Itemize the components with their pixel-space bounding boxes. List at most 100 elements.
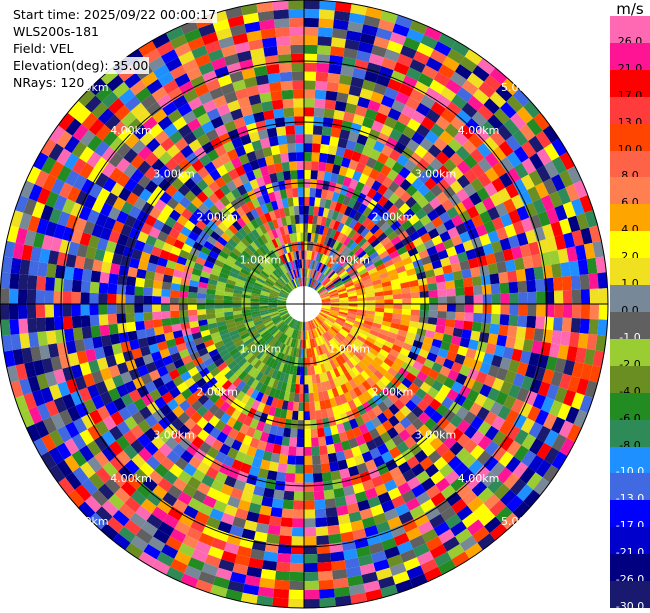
velocity-bin (65, 340, 77, 355)
velocity-bin (199, 324, 209, 332)
velocity-bin (229, 347, 239, 357)
velocity-bin (285, 234, 291, 244)
velocity-bin (259, 297, 269, 301)
velocity-bin (347, 369, 357, 379)
velocity-bin (354, 234, 364, 245)
velocity-bin (215, 27, 233, 41)
velocity-bin (80, 178, 95, 195)
velocity-bin (313, 281, 320, 290)
velocity-bin (409, 152, 423, 165)
range-ring-label: 3.00km (415, 167, 457, 180)
velocity-bin (27, 375, 41, 393)
velocity-bin (449, 441, 464, 456)
velocity-bin (182, 59, 199, 73)
velocity-bin (304, 196, 310, 206)
velocity-bin (134, 312, 144, 322)
velocity-bin (229, 571, 247, 584)
velocity-bin (473, 285, 483, 296)
velocity-bin (317, 45, 332, 55)
velocity-bin (290, 338, 295, 348)
velocity-bin (348, 418, 359, 430)
velocity-bin (276, 36, 291, 47)
velocity-bin (1, 256, 13, 274)
velocity-bin (203, 357, 214, 368)
velocity-bin (120, 393, 134, 407)
velocity-bin (266, 323, 276, 331)
velocity-bin (366, 533, 382, 546)
velocity-bin (106, 516, 124, 534)
velocity-bin (371, 213, 382, 225)
velocity-bin (256, 402, 266, 413)
velocity-bin (323, 332, 331, 342)
velocity-bin (246, 340, 256, 349)
velocity-bin (173, 358, 185, 369)
velocity-bin (207, 546, 224, 560)
velocity-bin (226, 213, 237, 225)
velocity-bin (304, 571, 319, 582)
velocity-bin (223, 295, 233, 301)
velocity-bin (409, 20, 428, 35)
velocity-bin (310, 320, 315, 329)
velocity-bin (326, 269, 334, 278)
range-ring-label: 4.00km (458, 124, 500, 137)
velocity-bin (109, 425, 124, 441)
velocity-bin (391, 344, 402, 353)
velocity-bin (131, 139, 146, 155)
velocity-bin (187, 297, 197, 304)
velocity-bin (333, 109, 345, 121)
velocity-bin (429, 157, 444, 172)
velocity-bin (240, 3, 258, 16)
velocity-bin (487, 206, 500, 221)
velocity-bin (180, 371, 192, 382)
velocity-bin (314, 327, 321, 337)
velocity-bin (335, 333, 344, 342)
velocity-bin (80, 315, 91, 328)
velocity-bin (79, 445, 95, 462)
velocity-bin (268, 300, 278, 303)
velocity-bin (529, 214, 543, 230)
velocity-bin (369, 373, 380, 384)
velocity-bin (138, 551, 157, 568)
velocity-bin (384, 48, 401, 62)
velocity-bin (446, 304, 456, 312)
velocity-bin (245, 386, 255, 397)
velocity-bin (321, 304, 331, 307)
velocity-bin (319, 311, 329, 317)
velocity-bin (269, 309, 279, 314)
velocity-bin (348, 159, 359, 171)
velocity-bin (137, 260, 149, 271)
velocity-bin (511, 246, 523, 260)
velocity-bin (362, 431, 373, 443)
velocity-bin (422, 151, 436, 165)
velocity-bin (271, 238, 279, 249)
velocity-bin (387, 392, 399, 404)
velocity-bin (336, 212, 344, 223)
velocity-bin (269, 424, 278, 436)
velocity-bin (205, 516, 221, 530)
velocity-bin (377, 365, 388, 376)
velocity-bin (405, 527, 422, 541)
velocity-bin (320, 363, 327, 374)
velocity-bin (366, 62, 382, 75)
velocity-bin (205, 308, 216, 315)
velocity-bin (388, 415, 400, 427)
velocity-bin (260, 311, 270, 316)
velocity-bin (283, 391, 290, 402)
velocity-bin (356, 265, 366, 273)
velocity-bin (234, 285, 244, 291)
velocity-bin (316, 215, 323, 226)
velocity-bin (321, 305, 331, 309)
velocity-bin (62, 316, 73, 330)
velocity-bin (280, 289, 289, 296)
velocity-bin (491, 354, 503, 368)
velocity-bin (312, 143, 321, 153)
velocity-bin (24, 229, 37, 247)
velocity-bin (365, 377, 376, 388)
velocity-bin (410, 315, 420, 323)
velocity-bin (315, 188, 323, 198)
velocity-bin (393, 304, 403, 310)
velocity-bin (284, 326, 291, 335)
velocity-bin (224, 287, 234, 293)
velocity-bin (240, 214, 251, 225)
velocity-bin (351, 445, 362, 458)
